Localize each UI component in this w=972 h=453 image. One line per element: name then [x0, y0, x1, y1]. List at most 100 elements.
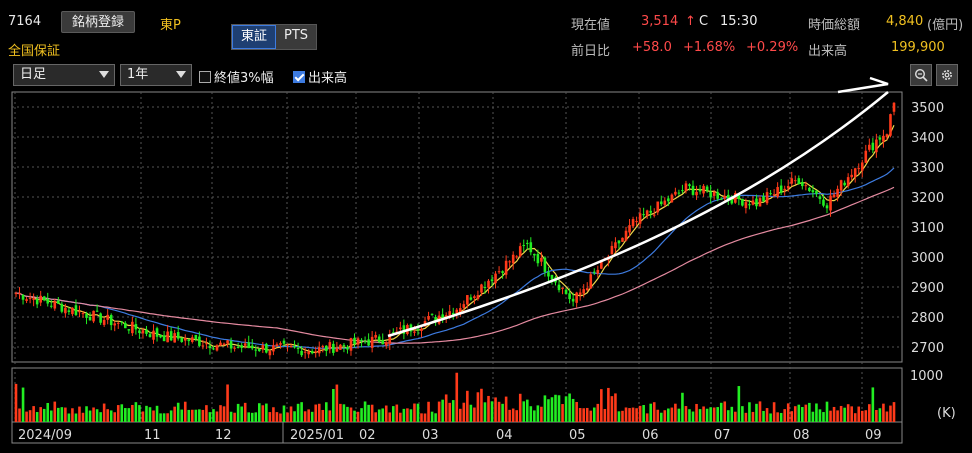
volume-bar	[600, 389, 603, 422]
trend-arrow	[387, 76, 889, 338]
volume-bar	[698, 409, 702, 422]
candle-body	[60, 303, 64, 312]
company-name: 全国保証	[8, 44, 61, 59]
volume-bar	[88, 410, 92, 422]
date-tick-label: 09	[865, 428, 882, 443]
volume-bar	[726, 410, 730, 422]
volume-bar	[353, 410, 356, 422]
candle-body	[138, 330, 141, 333]
volume-bar	[300, 402, 303, 422]
candle-body	[300, 350, 303, 356]
zoom-button[interactable]	[910, 64, 932, 86]
volume-option[interactable]: 出来高	[293, 67, 347, 86]
volume-checkbox[interactable]	[293, 71, 305, 83]
candle-body	[741, 198, 744, 206]
trend-arrowhead	[837, 76, 889, 94]
candle-body	[829, 195, 832, 211]
volume-bar	[420, 413, 423, 422]
volume-bar	[293, 411, 296, 422]
volume-bar	[250, 412, 254, 422]
candle-body	[709, 191, 712, 198]
volume-bar	[892, 402, 896, 422]
volume-bar	[148, 407, 152, 422]
candle-body	[659, 201, 663, 205]
candle-body	[416, 329, 420, 331]
tab-pts[interactable]: PTS	[276, 25, 317, 49]
candle-body	[448, 311, 452, 318]
volume-bar	[677, 408, 681, 422]
volume-bar	[758, 401, 762, 422]
candle-body	[719, 198, 723, 200]
candle-body	[152, 330, 155, 340]
candle-body	[885, 134, 889, 138]
volume-bar	[145, 405, 148, 422]
volume-bar	[462, 402, 466, 422]
candle-body	[543, 257, 547, 272]
volume-bar	[183, 401, 187, 422]
candle-body	[430, 313, 434, 315]
volume-bar	[124, 408, 127, 422]
range-select[interactable]: 1年	[120, 64, 192, 86]
date-tick-label: 07	[714, 428, 731, 443]
volume-bar	[705, 408, 709, 422]
change-percent: +1.68%	[683, 40, 736, 55]
volume-bar	[501, 403, 504, 422]
candle-body	[726, 194, 730, 200]
candle-body	[265, 343, 268, 353]
candle-body	[109, 315, 113, 326]
volume-bar	[515, 410, 519, 422]
candle-body	[737, 194, 741, 200]
volume-bar	[173, 406, 176, 422]
candle-body	[310, 351, 314, 354]
close-3pct-option[interactable]: 終値3%幅	[199, 67, 274, 86]
volume-bar	[95, 409, 99, 422]
volume-bar	[533, 410, 536, 422]
volume-bar	[723, 401, 727, 422]
candle-body	[889, 114, 892, 136]
volume-bar	[638, 405, 642, 422]
volume-bar	[518, 393, 522, 422]
volume-bar	[508, 409, 511, 422]
volume-bar	[42, 408, 46, 422]
candle-body	[610, 245, 614, 255]
volume-bar	[850, 406, 853, 422]
settings-button[interactable]	[936, 64, 958, 86]
candle-body	[176, 332, 180, 339]
register-button[interactable]: 銘柄登録	[61, 11, 136, 33]
volume-bar	[413, 403, 416, 422]
candle-body	[755, 198, 758, 207]
candle-body	[480, 284, 483, 293]
volume-bar	[25, 411, 28, 422]
volume-bar	[575, 401, 578, 422]
volume-bar	[822, 412, 825, 422]
candle-body	[328, 342, 332, 350]
volume-bar	[166, 413, 169, 422]
candle-body	[808, 187, 811, 191]
candle-body	[116, 322, 120, 324]
volume-bar	[324, 402, 328, 422]
candle-body	[515, 256, 519, 258]
volume-bar	[458, 408, 462, 422]
close-3pct-checkbox[interactable]	[199, 71, 211, 83]
tab-tse[interactable]: 東証	[232, 25, 277, 49]
volume-bar	[134, 402, 138, 422]
candle-body	[871, 142, 875, 151]
candle-body	[540, 257, 543, 262]
volume-bar	[857, 406, 861, 422]
price-tick-label: 2800	[911, 311, 944, 326]
volume-bar	[878, 408, 882, 422]
price-tick-label: 3000	[911, 251, 944, 266]
candle-body	[779, 185, 783, 193]
candle-body	[670, 194, 674, 203]
volume-bar	[504, 396, 508, 422]
volume-bar	[339, 403, 342, 422]
candle-body	[522, 245, 526, 247]
volume-bar	[652, 402, 656, 422]
volume-bar	[265, 403, 268, 422]
volume-bar	[201, 409, 205, 422]
volume-bar	[240, 406, 243, 422]
volume-bar	[642, 405, 645, 422]
period-select[interactable]: 日足	[13, 64, 115, 86]
volume-bar	[370, 404, 374, 422]
